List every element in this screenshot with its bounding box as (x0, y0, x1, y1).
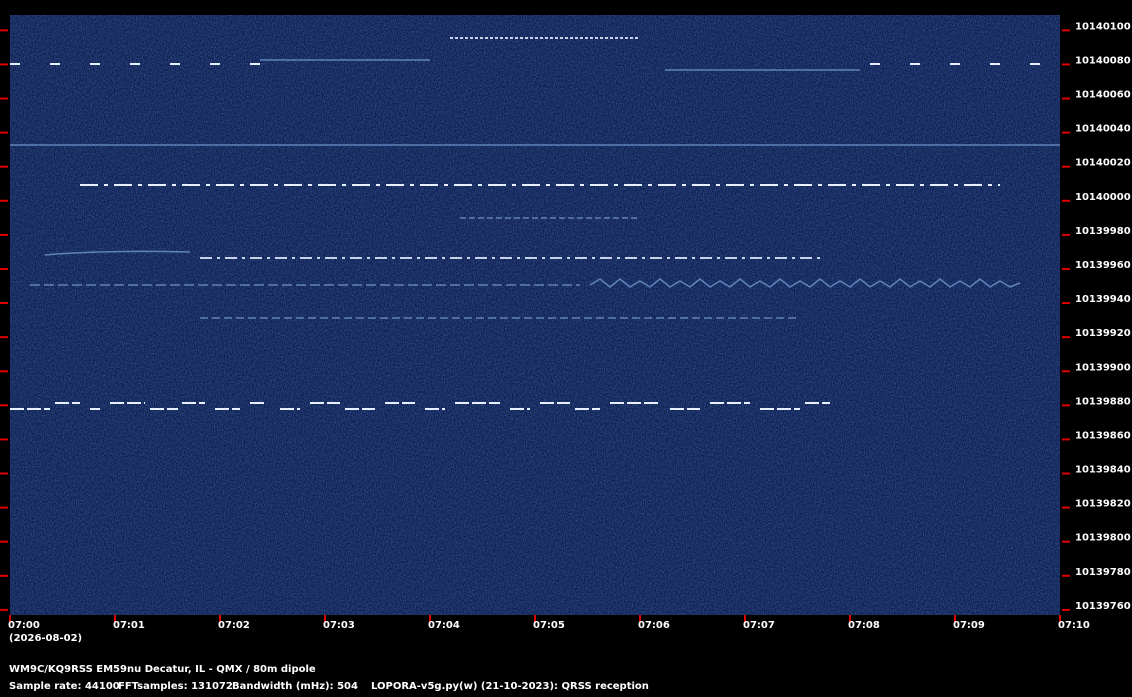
y-tick-label: 10140080 (1075, 55, 1131, 66)
y-tick-label: 10139760 (1075, 601, 1131, 612)
y-tick-label: 10140020 (1075, 158, 1131, 169)
y-tick-label: 10139960 (1075, 260, 1131, 271)
y-tick-label: 10139800 (1075, 533, 1131, 544)
signal-traces (10, 37, 1060, 410)
x-tick-label: 07:02 (218, 620, 250, 631)
y-tick-label: 10139820 (1075, 499, 1131, 510)
info-label: FFTsamples: 131072 (118, 681, 233, 692)
y-tick-label: 10139900 (1075, 362, 1131, 373)
x-tick-label: 07:07 (743, 620, 775, 631)
y-tick-label: 10139840 (1075, 465, 1131, 476)
x-tick-label: 07:01 (113, 620, 145, 631)
y-tick-label: 10139780 (1075, 567, 1131, 578)
y-tick-label: 10139980 (1075, 226, 1131, 237)
y-tick-label: 10139880 (1075, 396, 1131, 407)
station-label: WM9C/KQ9RSS EM59nu Decatur, IL - QMX / 8… (9, 664, 316, 675)
x-tick-label: 07:08 (848, 620, 880, 631)
info-label: LOPORA-v5g.py(w) (21-10-2023): QRSS rece… (371, 681, 649, 692)
y-tick-label: 10140000 (1075, 192, 1131, 203)
x-tick-label: 07:03 (323, 620, 355, 631)
y-tick-label: 10139940 (1075, 294, 1131, 305)
x-tick-label: 07:04 (428, 620, 460, 631)
y-tick-label: 10139860 (1075, 430, 1131, 441)
date-label: (2026-08-02) (9, 633, 82, 644)
y-tick-label: 10139920 (1075, 328, 1131, 339)
info-label: Sample rate: 44100 (9, 681, 120, 692)
x-tick-label: 07:10 (1058, 620, 1090, 631)
x-tick-label: 07:05 (533, 620, 565, 631)
y-tick-label: 10140040 (1075, 124, 1131, 135)
y-tick-label: 10140060 (1075, 90, 1131, 101)
x-tick-label: 07:06 (638, 620, 670, 631)
info-label: Bandwidth (mHz): 504 (232, 681, 358, 692)
x-tick-label: 07:00 (8, 620, 40, 631)
x-tick-label: 07:09 (953, 620, 985, 631)
y-tick-label: 10140100 (1075, 21, 1131, 32)
noise-texture (10, 15, 1060, 615)
